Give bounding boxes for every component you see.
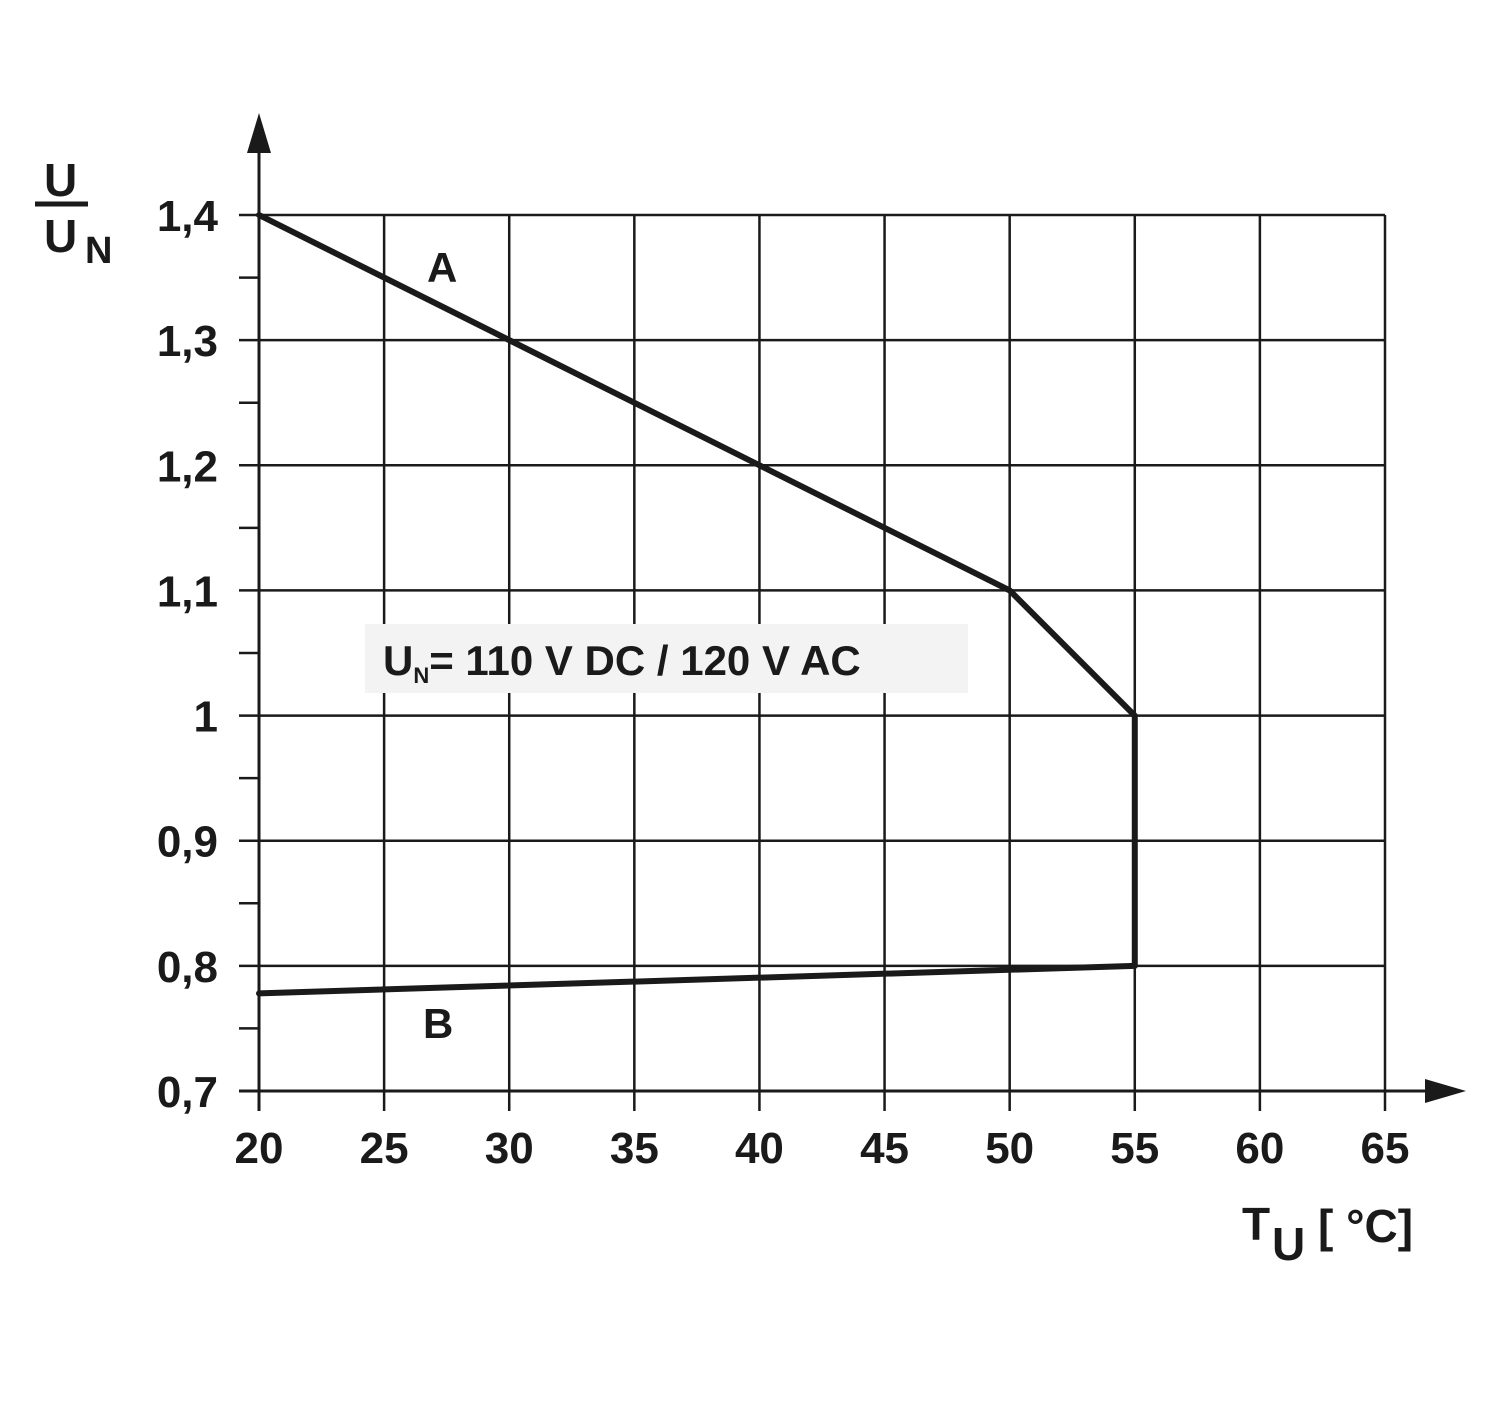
axes [239,113,1466,1111]
x-tick-label: 45 [860,1124,909,1173]
y-label-numerator: U [44,154,77,206]
y-tick-label: 1,1 [157,567,218,616]
y-label-denominator: U [44,210,77,262]
series-label-b: B [423,1000,453,1047]
y-tick-label: 1,3 [157,317,218,366]
y-label-denominator-sub: N [85,230,112,272]
x-tick-label: 50 [985,1124,1034,1173]
x-axis-label: T U [ °C] [1242,1198,1413,1270]
y-axis-label: U U N [35,154,112,272]
x-tick-label: 35 [610,1124,659,1173]
y-tick-label: 0,7 [157,1068,218,1117]
x-axis-arrow [1425,1079,1466,1103]
x-tick-label: 65 [1361,1124,1410,1173]
x-tick-label: 55 [1110,1124,1159,1173]
series-line-a [256,212,1138,969]
y-tick-label: 0,8 [157,943,218,992]
x-tick-label: 40 [735,1124,784,1173]
series [256,212,1138,997]
annotation-box [365,624,968,693]
y-axis-arrow [247,113,271,153]
series-line-b [256,962,1138,997]
x-tick-label: 30 [485,1124,534,1173]
annotation-text: UN= 110 V DC / 120 V AC [383,637,861,688]
x-tick-label: 20 [235,1124,284,1173]
y-tick-label: 0,9 [157,818,218,867]
ticks: 20 25 30 35 40 45 50 55 60 65 0,7 0,8 0,9 1 1,1 1,2 1,3 1… [157,192,1410,1173]
x-tick-label: 25 [360,1124,409,1173]
x-tick-label: 60 [1235,1124,1284,1173]
y-tick-label: 1 [194,693,218,742]
x-label-sub: U [1272,1218,1305,1270]
x-label-main: T [1242,1198,1270,1250]
series-label-a: A [427,244,457,291]
y-tick-label: 1,4 [157,192,219,241]
y-tick-label: 1,2 [157,442,218,491]
annotation: UN= 110 V DC / 120 V AC [365,624,968,693]
x-label-unit: [ °C] [1318,1200,1413,1252]
